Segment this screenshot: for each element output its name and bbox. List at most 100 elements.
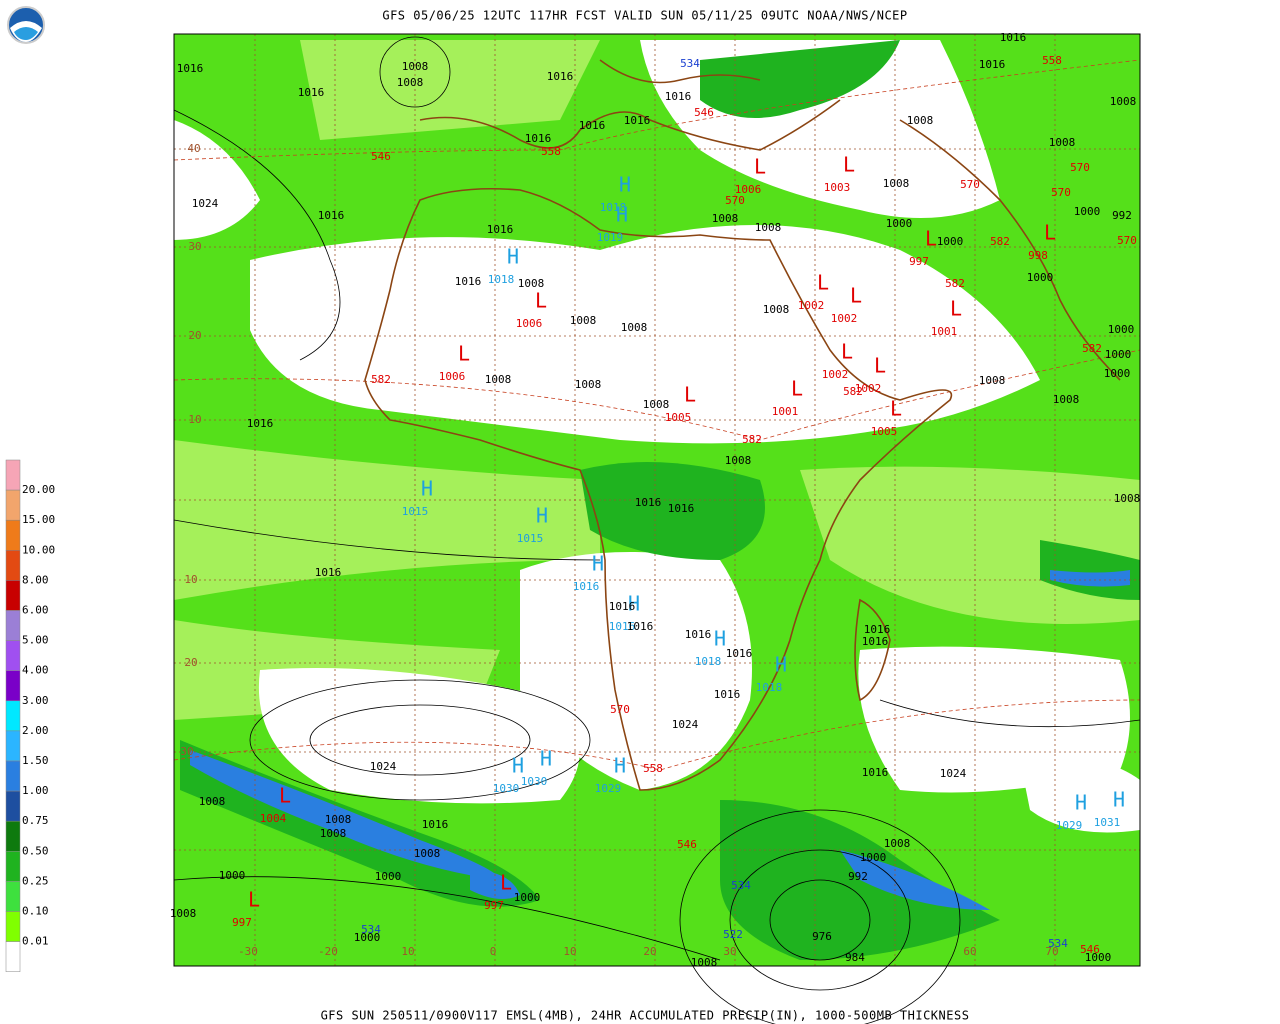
longitude-label: -20 [318, 945, 338, 958]
thickness-label: 570 [1117, 234, 1137, 247]
high-symbol: H [512, 754, 524, 778]
low-value: 1005 [665, 411, 692, 424]
isobar-label: 1016 [668, 502, 695, 515]
thickness-label: 534 [1048, 937, 1068, 950]
isobar-label: 1000 [1085, 951, 1112, 964]
isobar-label: 1008 [402, 60, 429, 73]
longitude-label: 10 [401, 945, 414, 958]
isobar-label: 1016 [627, 620, 654, 633]
isobar-label: 1024 [672, 718, 699, 731]
isobar-label: 1016 [864, 623, 891, 636]
longitude-label: 0 [490, 945, 497, 958]
high-value: 1016 [573, 580, 600, 593]
thickness-label: 570 [610, 703, 630, 716]
isobar-label: 1008 [570, 314, 597, 327]
isobar-label: 1008 [755, 221, 782, 234]
legend-label: 8.00 [22, 573, 49, 586]
legend-swatch [5, 730, 21, 762]
high-symbol: H [592, 552, 604, 576]
legend-swatch [5, 820, 21, 852]
isobar-label: 1008 [621, 321, 648, 334]
isobar-label: 1016 [635, 496, 662, 509]
isobar-label: 1000 [1105, 348, 1132, 361]
isobar-label: 1016 [1000, 31, 1027, 44]
isobar-label: 1008 [199, 795, 226, 808]
isobar-label: 1016 [177, 62, 204, 75]
thickness-label: 546 [1080, 943, 1100, 956]
low-value: 1006 [516, 317, 543, 330]
isobar-label: 1008 [712, 212, 739, 225]
low-value: 1002 [855, 382, 882, 395]
isobar-label: 1008 [979, 374, 1006, 387]
thickness-label: 546 [371, 150, 391, 163]
low-symbol: L [1044, 221, 1056, 245]
thickness-label: 570 [1051, 186, 1071, 199]
legend-swatch [5, 670, 21, 702]
legend-label: 6.00 [22, 604, 49, 617]
isobar-label: 984 [845, 951, 865, 964]
legend-label: 0.75 [22, 814, 49, 827]
isobar-label: 976 [812, 930, 832, 943]
low-symbol: L [841, 340, 853, 364]
thickness-label: 534 [361, 923, 381, 936]
thickness-label: 570 [960, 178, 980, 191]
latitude-label: 30 [180, 745, 193, 758]
isobar-label: 1016 [685, 628, 712, 641]
isobar-label: 1016 [455, 275, 482, 288]
low-value: 997 [484, 899, 504, 912]
longitude-label: -30 [238, 945, 258, 958]
low-symbol: L [843, 153, 855, 177]
high-symbol: H [540, 747, 552, 771]
low-symbol: L [279, 784, 291, 808]
legend-label: 2.00 [22, 724, 49, 737]
thickness-label: 582 [742, 433, 762, 446]
thickness-label: 570 [1070, 161, 1090, 174]
isobar-label: 1016 [579, 119, 606, 132]
isobar-label: 1024 [192, 197, 219, 210]
high-value: 1018 [756, 681, 783, 694]
isobar-label: 1016 [318, 209, 345, 222]
isobar-label: 1000 [1074, 205, 1101, 218]
legend-swatch [5, 851, 21, 882]
isobar-label: 992 [848, 870, 868, 883]
isobar-label: 1008 [884, 837, 911, 850]
high-symbol: H [614, 754, 626, 778]
isobar-label: 1000 [1027, 271, 1054, 284]
longitude-label: 70 [1045, 945, 1058, 958]
high-symbol: H [714, 627, 726, 651]
map-title: GFS 05/06/25 12UTC 117HR FCST VALID SUN … [382, 9, 907, 23]
thickness-label: 558 [541, 145, 561, 158]
isobar-label: 1016 [665, 90, 692, 103]
isobar-label: 1000 [219, 869, 246, 882]
legend-label: 0.25 [22, 874, 49, 887]
legend-label: 0.01 [22, 935, 49, 948]
high-symbol: H [421, 477, 433, 501]
legend-label: 1.00 [22, 784, 49, 797]
graticule [174, 34, 1140, 966]
legend-swatch [5, 700, 21, 732]
legend-label: 0.50 [22, 844, 49, 857]
isobar-label: 1016 [547, 70, 574, 83]
isobar-label: 1016 [714, 688, 741, 701]
low-value: 1001 [931, 325, 958, 338]
thickness-label: 582 [371, 373, 391, 386]
thickness-lines [173, 59, 1141, 771]
high-value: 1018 [488, 273, 515, 286]
isobar-label: 1000 [1104, 367, 1131, 380]
legend-swatch [5, 881, 21, 912]
isobar-label: 1016 [247, 417, 274, 430]
isobar-label: 1000 [514, 891, 541, 904]
low-symbol: L [754, 155, 766, 179]
isobar-label: 1016 [726, 647, 753, 660]
isobar-label: 1008 [170, 907, 197, 920]
low-symbol: L [874, 354, 886, 378]
low-value: 1006 [735, 183, 762, 196]
isobar-label: 1016 [624, 114, 651, 127]
thickness-label: 582 [1082, 342, 1102, 355]
isobar-label: 1008 [763, 303, 790, 316]
thickness-label: 570 [725, 194, 745, 207]
legend-label: 4.00 [22, 664, 49, 677]
thickness-label: 582 [843, 385, 863, 398]
legend-label: 5.00 [22, 634, 49, 647]
